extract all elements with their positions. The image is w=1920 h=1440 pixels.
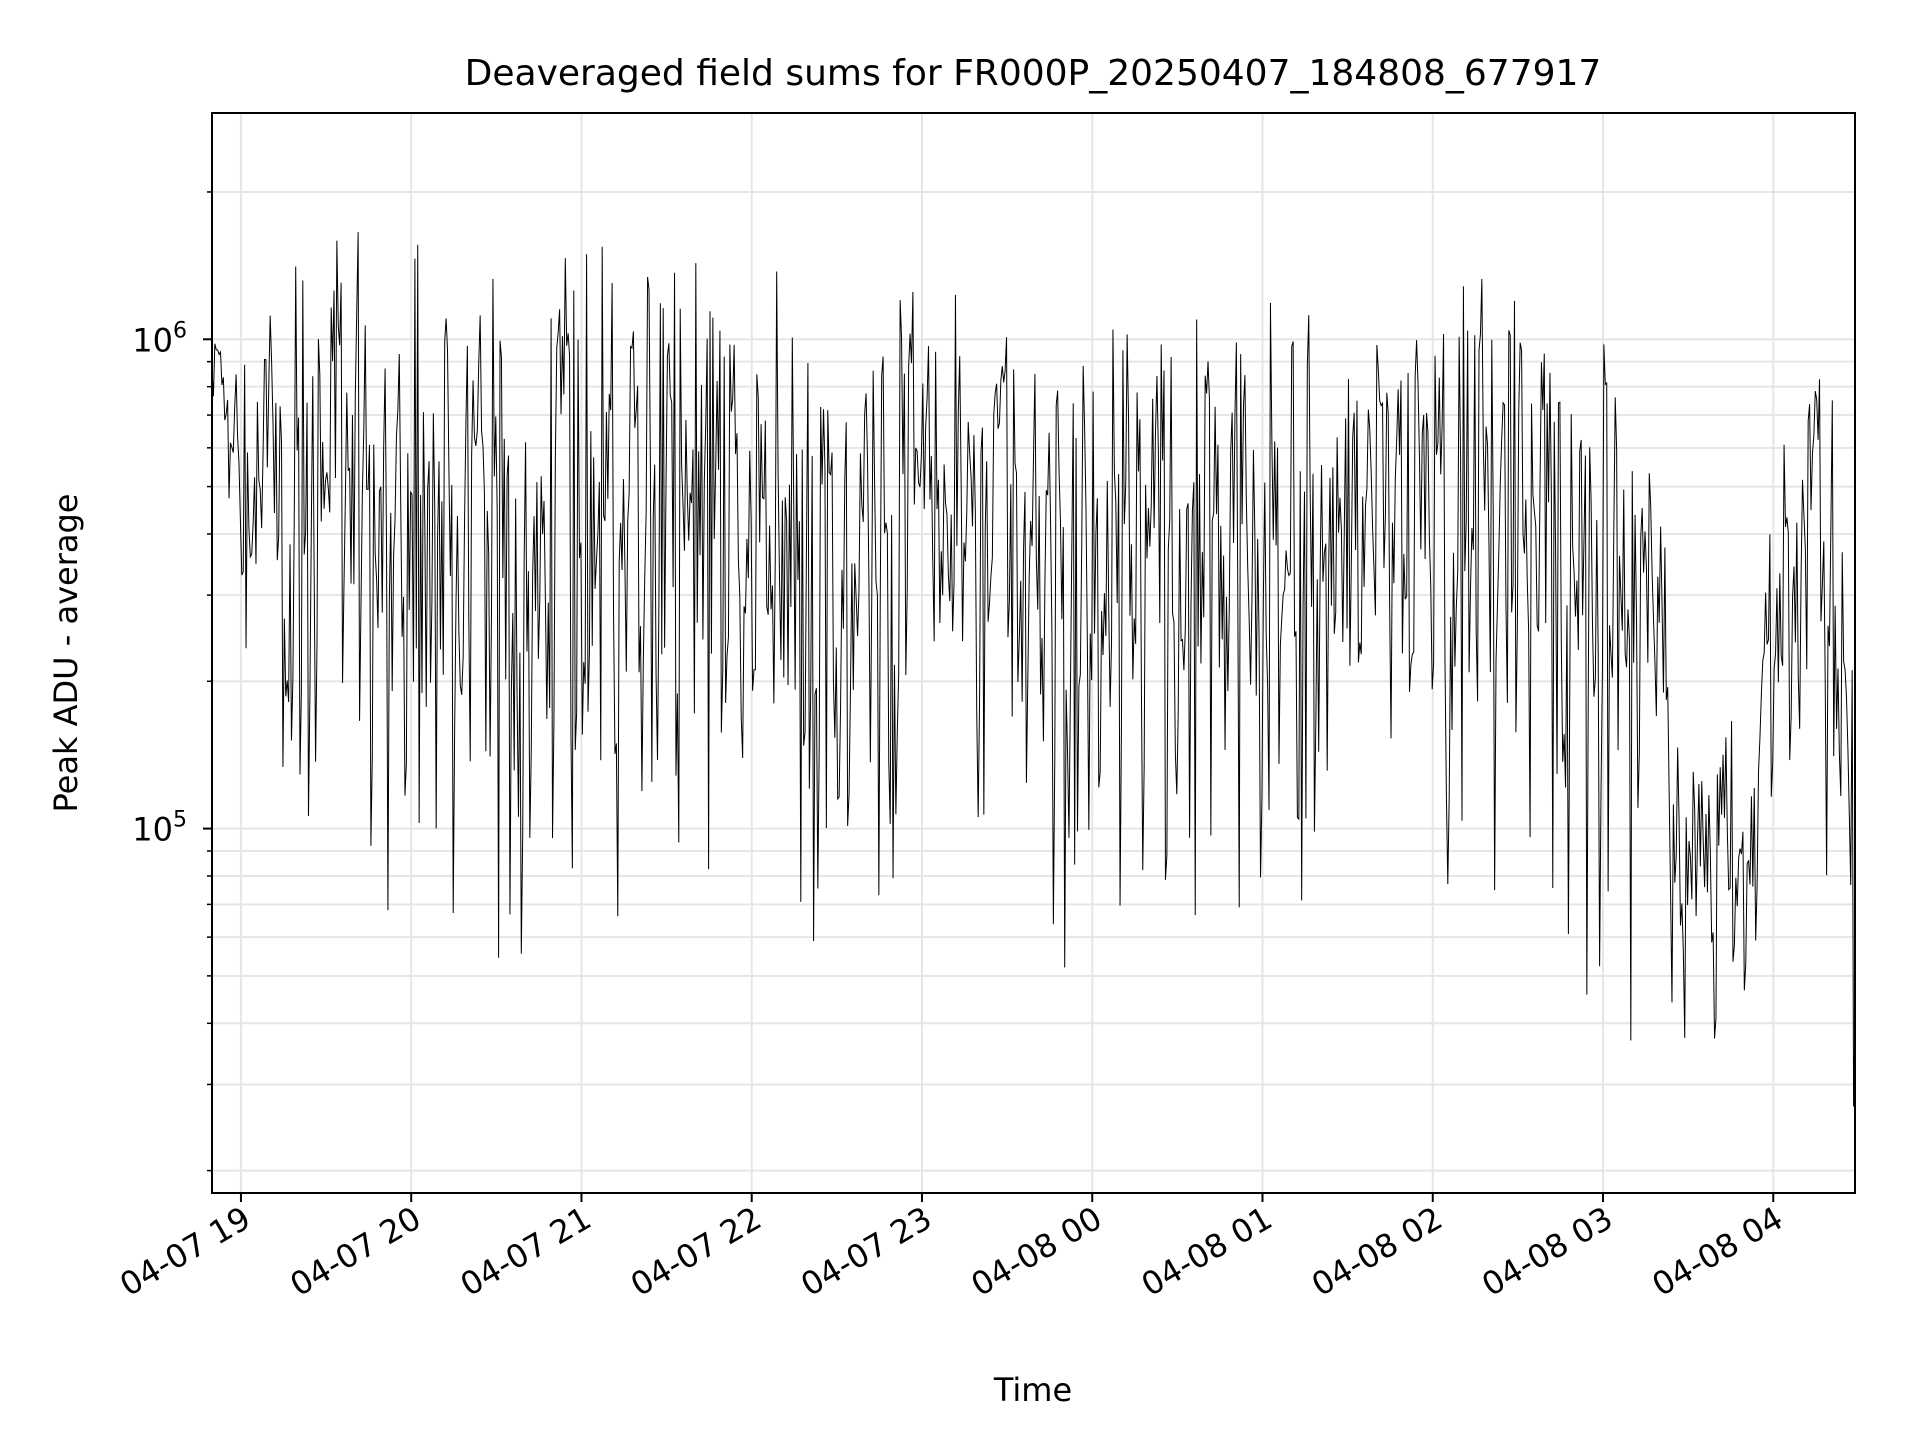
x-axis-label: Time — [993, 1371, 1072, 1409]
series-line — [212, 232, 1855, 1107]
y-tick-label: 106 — [132, 318, 187, 359]
chart-title: Deaveraged field sums for FR000P_2025040… — [465, 53, 1602, 94]
y-axis: 105 106 — [132, 191, 212, 1172]
y-axis-label: Peak ADU - average — [47, 494, 85, 813]
y-tick-label: 105 — [132, 808, 187, 849]
plot-frame — [211, 112, 1856, 1194]
